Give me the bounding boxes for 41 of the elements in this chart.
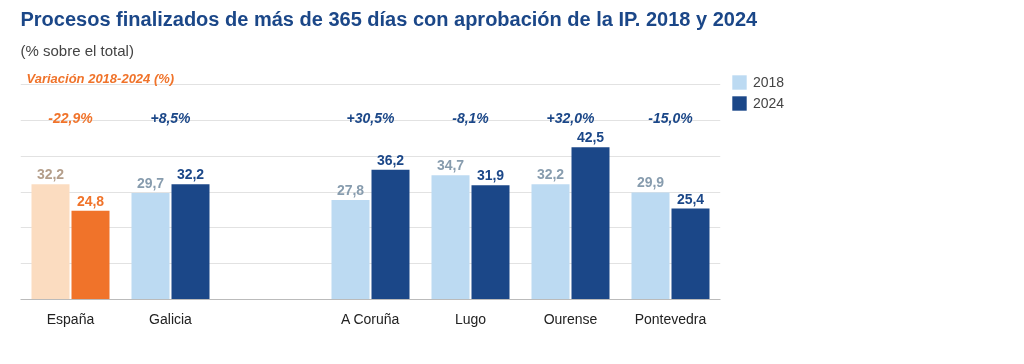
text: -15,0% xyxy=(648,109,694,126)
bar xyxy=(671,208,710,300)
x-tick-label: Lugo xyxy=(454,310,487,327)
text: +32,0% xyxy=(546,109,595,126)
data-label: 42,5 xyxy=(576,129,605,146)
legend-label: 2024 xyxy=(753,95,785,111)
bar xyxy=(331,199,370,300)
text: +30,5% xyxy=(346,109,395,126)
x-tick-label: Pontevedra xyxy=(634,310,707,327)
data-label: 25,4 xyxy=(676,190,705,207)
x-tick-label: España xyxy=(46,310,95,327)
data-label: 29,9 xyxy=(636,174,665,191)
bar xyxy=(471,185,510,300)
x-tick-label: A Coruña xyxy=(340,310,400,327)
bar xyxy=(431,175,470,300)
x-tick-label: Ourense xyxy=(543,310,598,327)
data-label: 29,7 xyxy=(136,175,165,192)
data-label: 36,2 xyxy=(376,151,405,168)
chart-title: Procesos finalizados de más de 365 días con aprobación de la IP. 2018 y 2024 xyxy=(20,7,759,30)
data-label: 34,7 xyxy=(436,157,465,174)
text: -22,9% xyxy=(48,109,94,126)
bar xyxy=(631,192,670,300)
x-tick-label: Galicia xyxy=(149,310,193,327)
bar xyxy=(371,169,410,300)
data-label: 32,2 xyxy=(176,166,205,183)
text: -8,1% xyxy=(452,109,490,126)
text: Variación 2018-2024 (%) xyxy=(26,70,175,86)
data-label: 24,8 xyxy=(76,192,105,209)
bar xyxy=(71,210,110,300)
data-label: 32,2 xyxy=(536,166,565,183)
bar xyxy=(571,147,610,300)
data-label: 31,9 xyxy=(476,167,505,184)
data-label: 32,2 xyxy=(36,166,65,183)
chart-subtitle: (% sobre el total) xyxy=(20,41,134,59)
bar xyxy=(171,184,210,300)
legend-label: 2018 xyxy=(753,74,785,90)
data-label: 27,8 xyxy=(336,181,365,198)
bar xyxy=(131,193,170,300)
bar xyxy=(31,184,70,300)
text: +8,5% xyxy=(150,109,192,126)
bar xyxy=(531,184,570,300)
